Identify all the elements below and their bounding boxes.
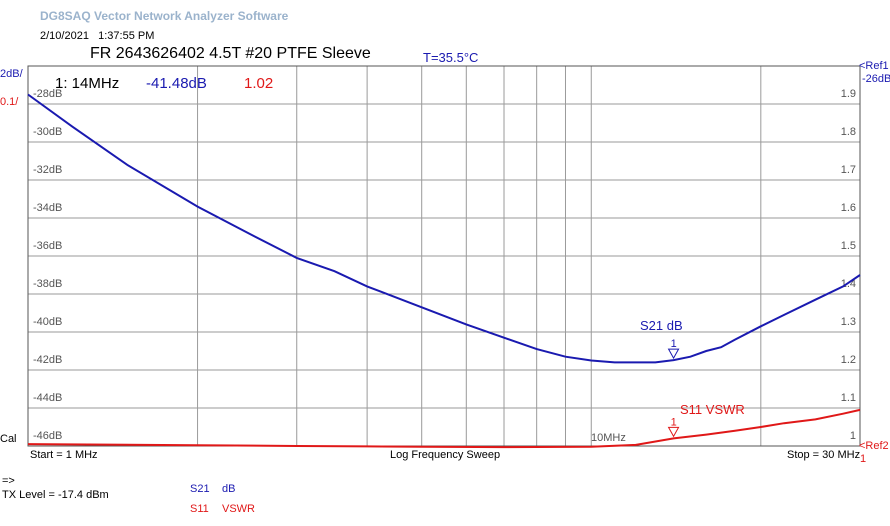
s11-trace-label: S11 VSWR	[680, 402, 745, 417]
status-arrow: =>	[2, 475, 15, 487]
right-tick-label: 1.3	[841, 316, 856, 328]
right-axis-ticks: 1.91.81.71.61.51.41.31.21.11	[841, 88, 856, 442]
legend-item-s21: S21 dB	[190, 479, 255, 499]
left-tick-label: -36dB	[33, 240, 62, 252]
left-tick-label: -32dB	[33, 164, 62, 176]
sweep-stop: Stop = 30 MHz	[787, 449, 860, 461]
marker-readout-label: 1: 14MHz	[55, 75, 119, 92]
left-tick-label: -38dB	[33, 278, 62, 290]
time: 1:37:55 PM	[98, 30, 155, 42]
legend-s11-unit: VSWR	[222, 503, 255, 515]
marker-number: 1	[671, 416, 677, 428]
s11-trace	[27, 408, 861, 449]
ch2-scale-label: 0.1/	[0, 96, 19, 108]
right-tick-label: 1.7	[841, 164, 856, 176]
legend: S21 dB S11 VSWR	[190, 479, 255, 519]
right-tick-label: 1.6	[841, 202, 856, 214]
ref1-label: <Ref1	[859, 60, 889, 72]
ref2-value: 1	[860, 453, 866, 465]
marker-triangle-icon[interactable]	[667, 426, 680, 438]
left-tick-label: -30dB	[33, 126, 62, 138]
marker-number: 1	[671, 338, 677, 350]
cal-label: Cal	[0, 433, 17, 445]
right-tick-label: 1	[850, 430, 856, 442]
right-tick-label: 1.2	[841, 354, 856, 366]
date: 2/10/2021	[40, 30, 89, 42]
left-tick-label: -44dB	[33, 392, 62, 404]
left-tick-label: -28dB	[33, 88, 62, 100]
right-tick-label: 1.5	[841, 240, 856, 252]
right-tick-label: 1.8	[841, 126, 856, 138]
ref1-value: -26dB	[862, 73, 890, 85]
tx-level: TX Level = -17.4 dBm	[2, 489, 109, 501]
grid	[28, 66, 860, 446]
left-tick-label: -46dB	[33, 430, 62, 442]
chart-title: FR 2643626402 4.5T #20 PTFE Sleeve	[90, 45, 371, 62]
left-axis-ticks: -28dB -30dB -32dB -34dB -36dB -38dB -40dB -42dB…	[33, 88, 62, 442]
left-tick-label: -34dB	[33, 202, 62, 214]
right-tick-label: 1.9	[841, 88, 856, 100]
marker-readout-s21: -41.48dB	[146, 75, 207, 92]
s21-trace	[27, 93, 861, 364]
timestamp: 2/10/2021 1:37:55 PM	[40, 30, 154, 42]
legend-item-s11: S11 VSWR	[190, 499, 255, 519]
ch1-scale-label: 2dB/	[0, 68, 24, 80]
mid-frequency-label: 10MHz	[591, 432, 626, 444]
legend-s11-name: S11	[190, 503, 209, 515]
right-tick-label: 1.1	[841, 392, 856, 404]
s21-trace-label: S21 dB	[640, 318, 683, 333]
sweep-mode: Log Frequency Sweep	[390, 449, 500, 461]
temperature-readout: T=35.5°C	[423, 50, 479, 65]
status-panel: => TX Level = -17.4 dBm	[2, 474, 109, 502]
sweep-start: Start = 1 MHz	[30, 449, 98, 461]
ref2-label: <Ref2	[859, 440, 889, 452]
left-tick-label: -42dB	[33, 354, 62, 366]
app-title: DG8SAQ Vector Network Analyzer Software	[40, 9, 289, 23]
markers[interactable]: 11	[667, 338, 680, 438]
left-tick-label: -40dB	[33, 316, 62, 328]
marker-readout-s11: 1.02	[244, 75, 273, 92]
legend-s21-name: S21	[190, 483, 210, 495]
marker-triangle-icon[interactable]	[667, 348, 680, 360]
legend-s21-unit: dB	[222, 483, 236, 495]
